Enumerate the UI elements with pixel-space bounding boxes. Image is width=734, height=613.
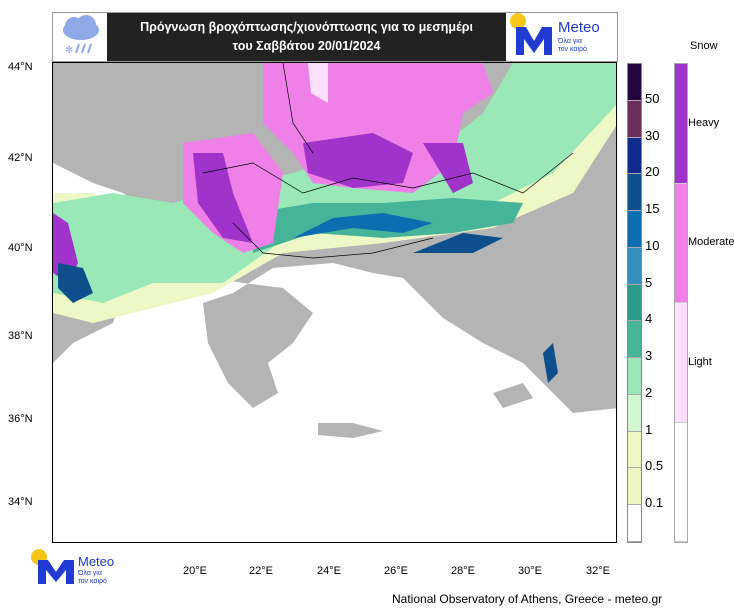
snow-color-segment [675,303,687,423]
precip-level-label: 3 [645,348,653,364]
title-line-2: του Σαββάτου 20/01/2024 [232,39,381,53]
lon-tick: 20°E [183,565,207,577]
land-island [493,383,533,408]
map-title: Πρόγνωση βροχόπτωσης/χιονόπτωσης για το … [107,13,506,61]
land-crete [318,423,383,438]
precip-color-segment [628,468,641,506]
lon-tick: 28°E [451,565,475,577]
lat-tick: 36°N [8,413,33,425]
logo-tagline-2: τον καιρό [558,46,587,53]
snow-level-light: Light [688,356,712,368]
map-canvas [53,63,616,438]
precip-color-segment [628,64,641,101]
precip-color-segment [628,137,641,175]
lon-tick: 26°E [384,565,408,577]
logo-tagline-1: Όλα για [558,38,582,45]
snow-color-segment [675,183,687,303]
title-line-1: Πρόγνωση βροχόπτωσης/χιονόπτωσης για το … [140,20,473,34]
lat-tick: 42°N [8,152,33,164]
snow-level-moderate: Moderate [688,236,734,248]
precip-color-segment [628,284,641,322]
precip-level-label: 4 [645,311,653,327]
lon-tick: 32°E [586,565,610,577]
precip-fields [53,63,616,383]
precip-level-label: 0.5 [645,458,664,474]
precip-level-label: 30 [645,127,660,143]
snow-level-heavy: Heavy [688,117,720,129]
lon-tick: 22°E [249,565,273,577]
cloud-rain-snow-icon: ✻ [57,15,103,59]
precip-colorbar [627,63,642,543]
lat-tick: 44°N [8,61,33,73]
precip-level-label: 50 [645,90,660,106]
precip-level-label: 5 [645,274,653,290]
precip-color-segment [628,431,641,469]
logo-name: Meteo [558,19,600,36]
lon-tick: 24°E [317,565,341,577]
lat-tick: 34°N [8,496,33,508]
meteo-logo-bottom[interactable]: Meteo Όλα για τον καιρό [30,548,140,588]
svg-text:✻: ✻ [65,45,73,56]
precip-level-label: 2 [645,384,653,400]
borders [202,63,574,259]
precip-color-segment [628,100,641,138]
precip-level-label: 15 [645,201,660,217]
logo-tagline-2: τον καιρό [78,578,107,585]
precip-level-label: 10 [645,237,660,253]
meteo-logo-top[interactable]: Meteo Όλα για τον καιρό [510,13,616,61]
lat-tick: 40°N [8,242,33,254]
precip-color-segment [628,247,641,285]
snow-color-segment [675,422,687,542]
logo-name: Meteo [78,554,115,569]
precip-color-segment [628,321,641,359]
precip-color-segment [628,211,641,248]
snow-colorbar [674,63,688,543]
precip-level-label: 1 [645,421,653,437]
precip-color-segment [628,394,641,432]
precip-level-label: 20 [645,164,660,180]
snow-color-segment [675,64,687,184]
lat-tick: 38°N [8,330,33,342]
lon-tick: 30°E [518,565,542,577]
precip-level-label: 0.1 [645,495,664,511]
logo-tagline-1: Όλα για [78,570,102,577]
precip-color-segment [628,358,641,395]
snow-legend-title: Snow [690,40,718,52]
footer-credit: National Observatory of Athens, Greece -… [392,592,663,606]
precip-color-segment [628,505,641,542]
precipitation-map[interactable] [52,62,617,543]
precip-color-segment [628,174,641,212]
